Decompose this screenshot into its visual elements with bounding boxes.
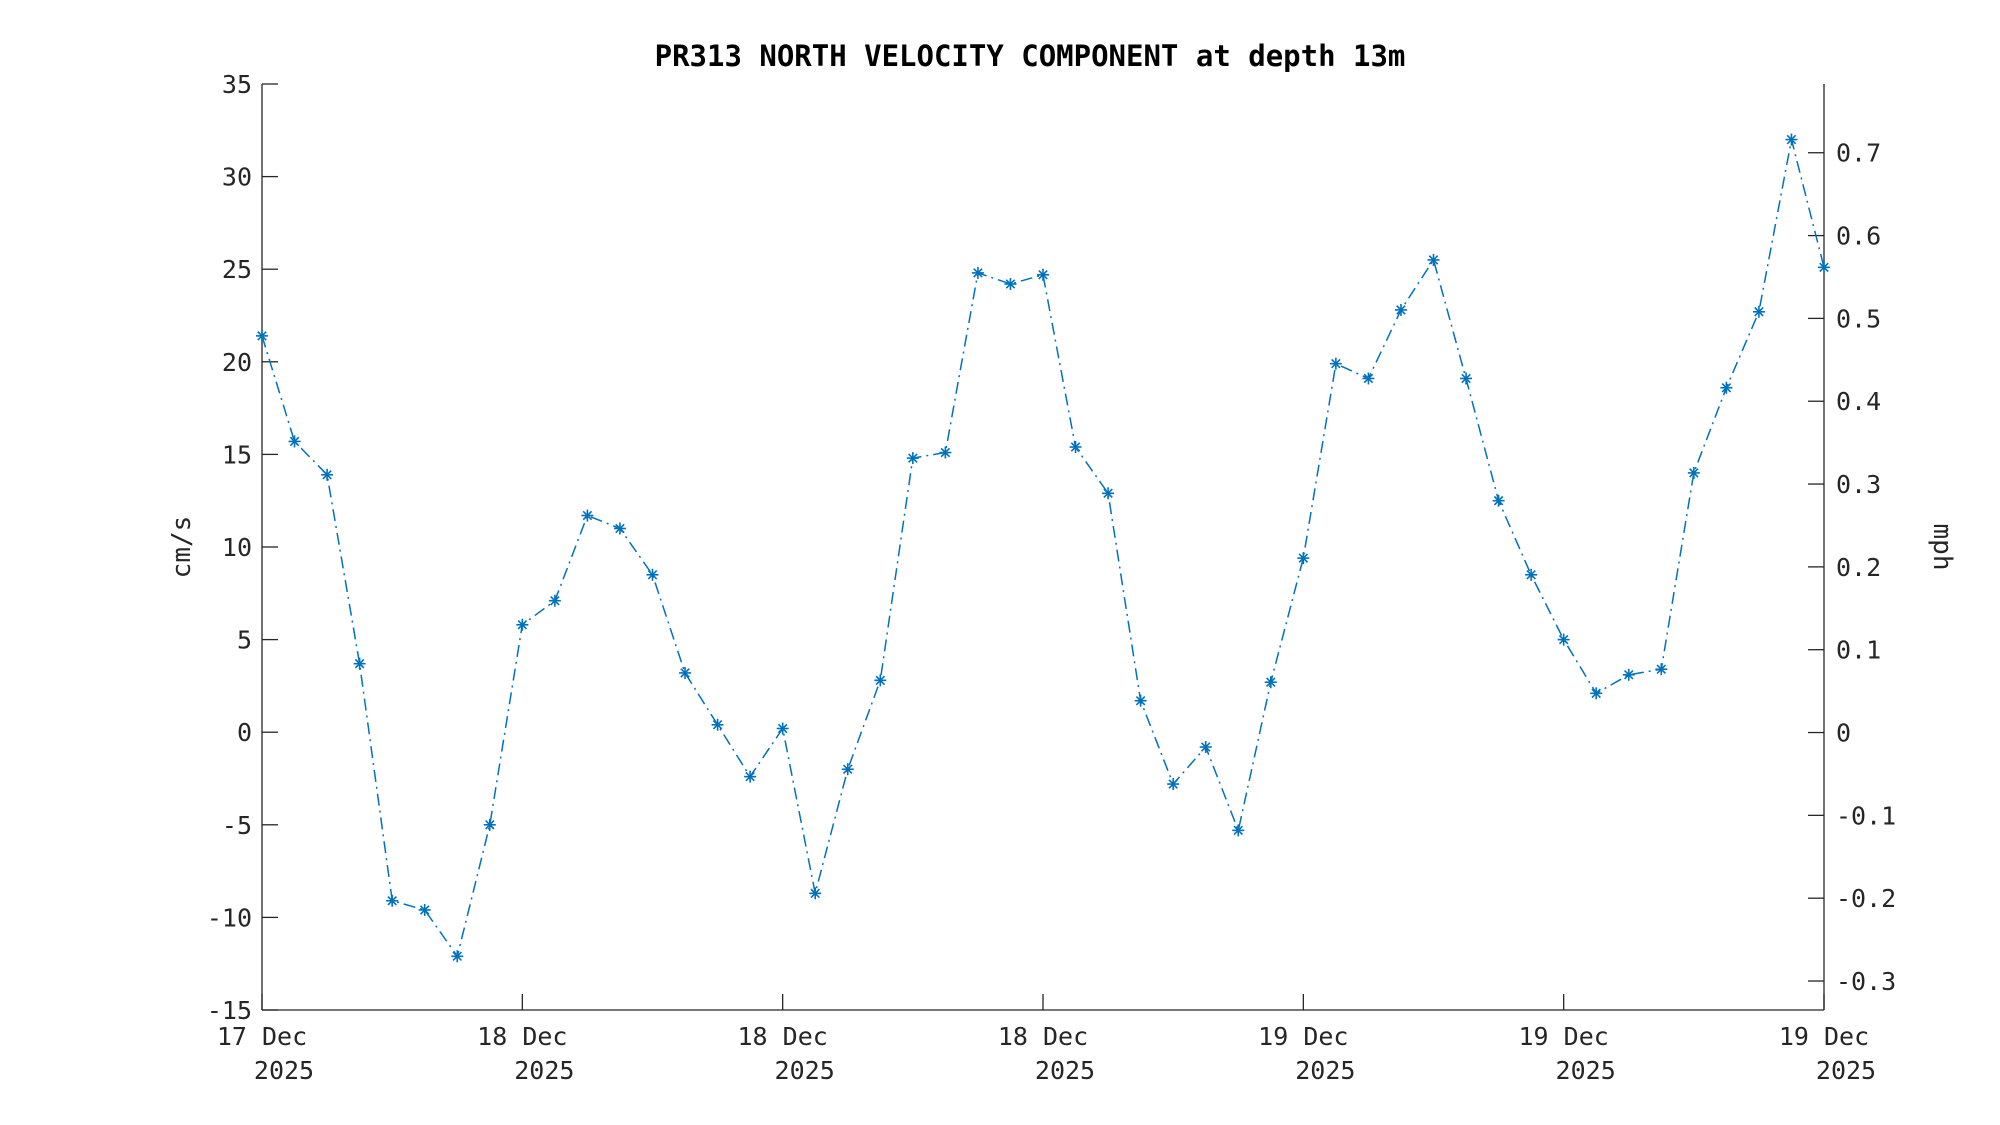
- data-point: [288, 435, 301, 448]
- data-point: [483, 818, 496, 831]
- right-tick-label: 0.5: [1836, 304, 1881, 333]
- x-tick-year: 2025: [514, 1056, 574, 1085]
- data-point: [1037, 268, 1049, 281]
- data-point: [581, 509, 594, 522]
- data-point: [1232, 824, 1245, 837]
- data-point: [1818, 261, 1830, 274]
- data-point: [418, 903, 431, 916]
- data-point: [1102, 487, 1115, 500]
- data-point: [516, 618, 529, 631]
- data-point: [1460, 372, 1473, 385]
- x-axis: 17 Dec 2025 18 Dec 2025 18 Dec 2025 18 Dec 2025…: [217, 994, 1876, 1085]
- right-tick-label: -0.3: [1836, 967, 1896, 996]
- data-point: [1134, 694, 1147, 707]
- data-point: [776, 722, 789, 735]
- data-point: [256, 329, 268, 342]
- data-point: [1167, 778, 1180, 791]
- data-point: [1525, 568, 1538, 581]
- data-point: [1362, 372, 1375, 385]
- plot-area: [256, 133, 1830, 963]
- right-tick-label: 0.7: [1836, 139, 1881, 168]
- left-axis-label: cm/s: [167, 516, 197, 579]
- data-point: [744, 770, 757, 783]
- data-point: [1720, 381, 1733, 394]
- data-point: [613, 522, 626, 535]
- left-tick-label: -10: [207, 903, 252, 932]
- data-point: [809, 887, 822, 900]
- right-y-axis: -0.3 -0.2 -0.1 0 0.1 0.2 0.3 0.4 0.5 0.6 0.7 mph: [1808, 84, 1957, 1010]
- chart-title: PR313 NORTH VELOCITY COMPONENT at depth …: [655, 39, 1406, 73]
- x-tick-date: 18 Dec: [738, 1022, 828, 1051]
- data-point: [1004, 278, 1017, 291]
- right-tick-label: 0.4: [1836, 387, 1881, 416]
- right-tick-label: 0.6: [1836, 222, 1881, 251]
- left-tick-label: 30: [222, 163, 252, 192]
- data-point: [548, 594, 561, 607]
- data-point: [1655, 663, 1668, 676]
- x-tick-year: 2025: [1816, 1056, 1876, 1085]
- left-tick-label: 15: [222, 440, 252, 469]
- x-tick-year: 2025: [1295, 1056, 1355, 1085]
- left-y-axis: -15 -10 -5 0 5 10 15 20 25 30 35 cm/s: [167, 70, 278, 1025]
- x-tick-date: 19 Dec: [1779, 1022, 1869, 1051]
- right-tick-label: 0: [1836, 719, 1851, 748]
- data-point: [841, 763, 854, 776]
- x-tick-date: 19 Dec: [1258, 1022, 1348, 1051]
- data-point: [1752, 305, 1765, 318]
- x-tick-date: 19 Dec: [1519, 1022, 1609, 1051]
- left-tick-label: 35: [222, 70, 252, 99]
- right-tick-label: 0.3: [1836, 470, 1881, 499]
- data-point: [1785, 133, 1798, 146]
- data-point: [386, 894, 399, 907]
- data-point: [1199, 741, 1212, 754]
- left-tick-label: 20: [222, 348, 252, 377]
- x-tick-year: 2025: [1035, 1056, 1095, 1085]
- data-point: [451, 950, 464, 963]
- data-point: [1394, 303, 1407, 316]
- left-tick-label: 25: [222, 255, 252, 284]
- data-point: [906, 452, 919, 465]
- right-tick-label: -0.2: [1836, 884, 1896, 913]
- data-point: [1264, 676, 1277, 689]
- right-axis-label: mph: [1927, 524, 1957, 571]
- data-point: [1687, 466, 1700, 479]
- data-point: [321, 468, 334, 481]
- x-tick-date: 17 Dec: [217, 1022, 307, 1051]
- left-tick-label: 10: [222, 533, 252, 562]
- data-point: [874, 674, 887, 687]
- x-tick-year: 2025: [775, 1056, 835, 1085]
- data-point: [1069, 440, 1082, 453]
- data-point: [1492, 494, 1505, 507]
- data-point: [679, 666, 692, 679]
- data-point: [711, 718, 724, 731]
- data-point: [1329, 357, 1342, 370]
- data-point: [1427, 253, 1440, 266]
- series-line: [261, 139, 1825, 959]
- data-point: [1297, 552, 1310, 565]
- data-point: [353, 657, 366, 670]
- right-tick-label: 0.1: [1836, 636, 1881, 665]
- left-tick-label: 0: [237, 718, 252, 747]
- x-tick-date: 18 Dec: [477, 1022, 567, 1051]
- left-tick-label: -5: [222, 811, 252, 840]
- x-tick-year: 2025: [1556, 1056, 1616, 1085]
- left-tick-label: -15: [207, 996, 252, 1025]
- data-point: [939, 446, 952, 459]
- x-tick-year: 2025: [254, 1056, 314, 1085]
- right-tick-label: -0.1: [1836, 801, 1896, 830]
- data-point: [1557, 633, 1570, 646]
- data-point: [971, 266, 984, 279]
- left-tick-label: 5: [237, 626, 252, 655]
- data-point: [1590, 687, 1603, 700]
- data-point: [1622, 668, 1635, 681]
- data-point: [646, 568, 659, 581]
- x-tick-date: 18 Dec: [998, 1022, 1088, 1051]
- right-tick-label: 0.2: [1836, 553, 1881, 582]
